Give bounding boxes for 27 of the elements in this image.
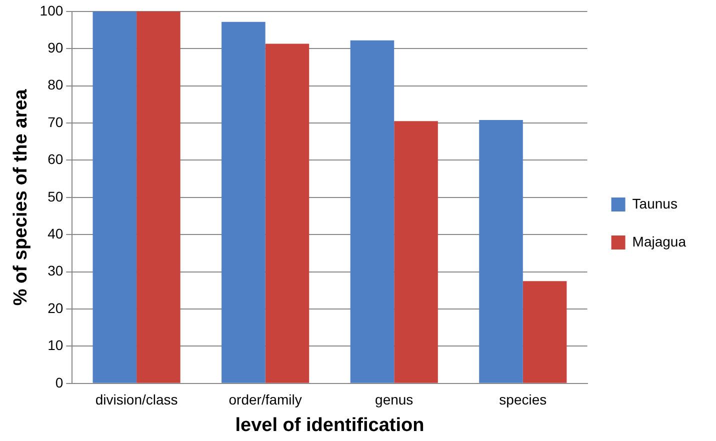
- x-tick-label: order/family: [228, 392, 302, 408]
- legend-label: Majagua: [632, 233, 686, 250]
- y-axis-title: % of species of the area: [10, 88, 32, 306]
- x-tick-label: species: [499, 392, 547, 408]
- y-tick-label: 50: [48, 188, 64, 204]
- y-tick-label: 90: [48, 39, 64, 56]
- bar: [522, 281, 567, 383]
- y-tick-label: 80: [48, 76, 64, 93]
- y-tick-label: 100: [40, 2, 64, 18]
- x-tick-label: genus: [375, 392, 414, 408]
- bar: [222, 22, 266, 383]
- legend-label: Taunus: [632, 195, 678, 212]
- bar: [394, 121, 438, 383]
- bar: [479, 120, 523, 383]
- bar: [350, 40, 394, 383]
- x-axis-title: level of identification: [235, 414, 424, 436]
- y-tick-label: 40: [48, 225, 64, 242]
- bar: [136, 11, 180, 383]
- y-tick-label: 10: [48, 337, 64, 354]
- bar: [265, 44, 310, 383]
- y-tick-label: 70: [48, 114, 64, 130]
- y-tick-label: 30: [48, 262, 64, 279]
- y-tick-label: 0: [55, 374, 64, 390]
- y-tick-label: 20: [48, 300, 64, 316]
- y-tick-label: 60: [48, 151, 64, 168]
- x-tick-label: division/class: [95, 392, 178, 408]
- bar: [92, 11, 137, 383]
